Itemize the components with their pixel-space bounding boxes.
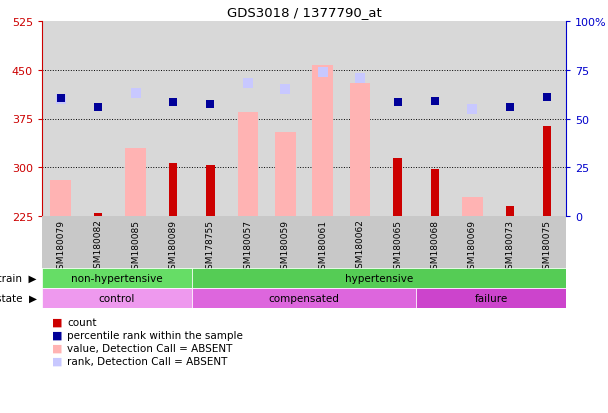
Text: disease state  ▶: disease state ▶ [0,293,37,303]
Bar [42,268,192,288]
Bar [431,170,439,216]
Text: GSM180089: GSM180089 [168,219,178,274]
Bar [275,132,295,216]
Text: ■: ■ [52,343,63,353]
Bar [94,213,102,216]
Bar [238,113,258,216]
Title: GDS3018 / 1377790_at: GDS3018 / 1377790_at [227,7,381,19]
Bar [543,127,551,216]
Text: GSM180061: GSM180061 [318,219,327,274]
Bar [313,65,333,216]
Text: hypertensive: hypertensive [345,273,413,283]
Bar [50,181,71,216]
Bar [462,197,483,216]
Bar [206,166,215,216]
Text: strain  ▶: strain ▶ [0,273,37,283]
Text: ■: ■ [52,356,63,366]
Text: failure: failure [474,293,508,303]
Text: GSM180079: GSM180079 [56,219,65,274]
Text: non-hypertensive: non-hypertensive [71,273,163,283]
Text: GSM180085: GSM180085 [131,219,140,274]
Text: GSM180057: GSM180057 [243,219,252,274]
Bar [169,163,177,216]
Text: compensated: compensated [269,293,339,303]
Text: GSM180069: GSM180069 [468,219,477,274]
Bar [125,148,146,216]
Text: GSM180082: GSM180082 [94,219,103,274]
Text: GSM180059: GSM180059 [281,219,290,274]
Text: GSM180075: GSM180075 [543,219,552,274]
Text: ■: ■ [52,317,63,327]
Text: count: count [67,317,97,327]
Bar [393,158,402,216]
Text: GSM180073: GSM180073 [505,219,514,274]
Bar [42,288,192,308]
Bar [192,268,566,288]
Bar [192,288,416,308]
Text: GSM178755: GSM178755 [206,219,215,274]
Bar [506,207,514,216]
Text: GSM180062: GSM180062 [356,219,365,274]
Bar [350,83,370,216]
Text: ■: ■ [52,330,63,340]
Bar [416,288,566,308]
Text: percentile rank within the sample: percentile rank within the sample [67,330,243,340]
Text: value, Detection Call = ABSENT: value, Detection Call = ABSENT [67,343,233,353]
Text: rank, Detection Call = ABSENT: rank, Detection Call = ABSENT [67,356,227,366]
Text: control: control [98,293,135,303]
Text: GSM180065: GSM180065 [393,219,402,274]
Text: GSM180068: GSM180068 [430,219,440,274]
